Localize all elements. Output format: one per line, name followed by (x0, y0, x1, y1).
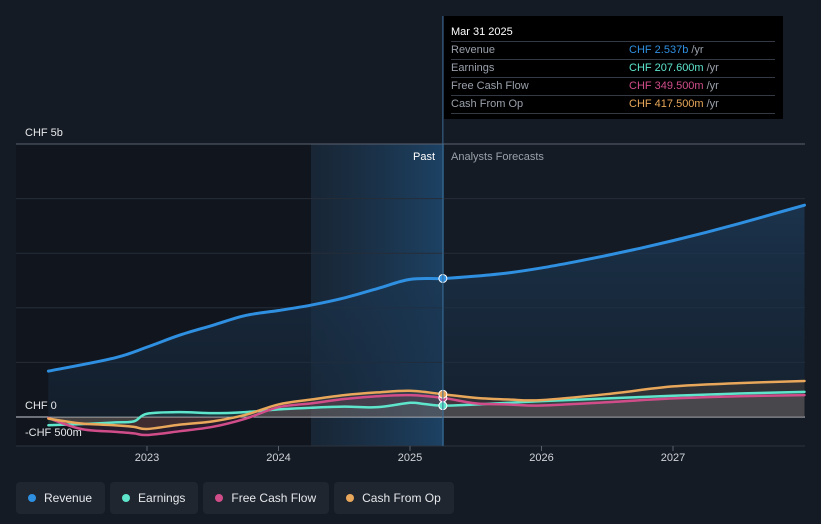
legend-item-cash-from-op[interactable]: Cash From Op (334, 482, 454, 514)
legend: Revenue Earnings Free Cash Flow Cash Fro… (16, 482, 454, 514)
legend-item-earnings[interactable]: Earnings (110, 482, 199, 514)
y-label-top: CHF 5b (25, 127, 63, 139)
past-label: Past (413, 151, 435, 163)
tooltip-label: Free Cash Flow (451, 80, 529, 92)
y-label-bottom: -CHF 500m (25, 427, 82, 439)
tooltip-unit: /yr (706, 80, 719, 92)
tooltip-label: Earnings (451, 62, 495, 74)
tooltip-row-cash-from-op: Cash From Op CHF 417.500m /yr (451, 96, 775, 114)
free-cash-flow-line (47, 393, 806, 437)
free-cash-flow-area (48, 395, 805, 436)
legend-dot-icon (215, 494, 224, 502)
tooltip-row-revenue: Revenue CHF 2.537b /yr (451, 42, 775, 60)
tooltip-unit: /yr (706, 62, 719, 74)
x-tick-label: 2027 (661, 452, 685, 464)
legend-label: Earnings (138, 491, 186, 505)
tooltip-row-earnings: Earnings CHF 207.600m /yr (451, 60, 775, 78)
tooltip: Mar 31 2025 Revenue CHF 2.537b /yr Earni… (444, 16, 783, 119)
tooltip-value: CHF 2.537b (629, 44, 689, 56)
y-label-zero: CHF 0 (25, 400, 57, 412)
tooltip-value: CHF 417.500m (629, 98, 704, 110)
tooltip-unit: /yr (691, 44, 704, 56)
legend-item-free-cash-flow[interactable]: Free Cash Flow (203, 482, 330, 514)
legend-dot-icon (28, 494, 36, 502)
x-tick-label: 2025 (398, 452, 422, 464)
tooltip-date: Mar 31 2025 (451, 24, 775, 42)
legend-dot-icon (346, 494, 355, 502)
forecast-label: Analysts Forecasts (451, 151, 544, 163)
legend-label: Cash From Op (362, 491, 441, 505)
x-tick-label: 2024 (266, 452, 290, 464)
earnings-line (47, 390, 806, 427)
tooltip-label: Revenue (451, 44, 496, 56)
revenue-area (48, 205, 805, 417)
legend-item-revenue[interactable]: Revenue (16, 482, 106, 514)
legend-label: Revenue (44, 491, 93, 505)
tooltip-value: CHF 349.500m (629, 80, 704, 92)
tooltip-label: Cash From Op (451, 98, 524, 110)
financials-chart: Past Analysts Forecasts CHF 5b CHF 0 -CH… (16, 16, 806, 464)
legend-dot-icon (122, 494, 131, 502)
tooltip-row-free-cash-flow: Free Cash Flow CHF 349.500m /yr (451, 78, 775, 96)
legend-label: Free Cash Flow (231, 491, 317, 505)
x-tick-label: 2026 (529, 452, 553, 464)
tooltip-unit: /yr (706, 98, 719, 110)
cash-from-op-line (47, 379, 806, 431)
tooltip-value: CHF 207.600m (629, 62, 704, 74)
x-tick-label: 2023 (135, 452, 159, 464)
